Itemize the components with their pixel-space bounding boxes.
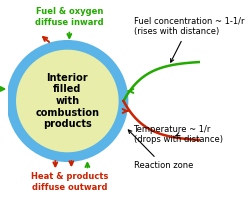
Text: Fuel & oxygen
diffuse inward: Fuel & oxygen diffuse inward xyxy=(35,7,104,27)
Text: Fuel concentration ~ 1-1/r
(rises with distance): Fuel concentration ~ 1-1/r (rises with d… xyxy=(134,17,244,62)
Text: Interior
filled
with
combustion
products: Interior filled with combustion products xyxy=(35,73,99,129)
Circle shape xyxy=(11,45,124,157)
Text: Reaction zone: Reaction zone xyxy=(128,130,193,170)
Text: Temperature ~ 1/r
(drops with distance): Temperature ~ 1/r (drops with distance) xyxy=(134,125,222,144)
Text: Heat & products
diffuse outward: Heat & products diffuse outward xyxy=(31,172,108,192)
